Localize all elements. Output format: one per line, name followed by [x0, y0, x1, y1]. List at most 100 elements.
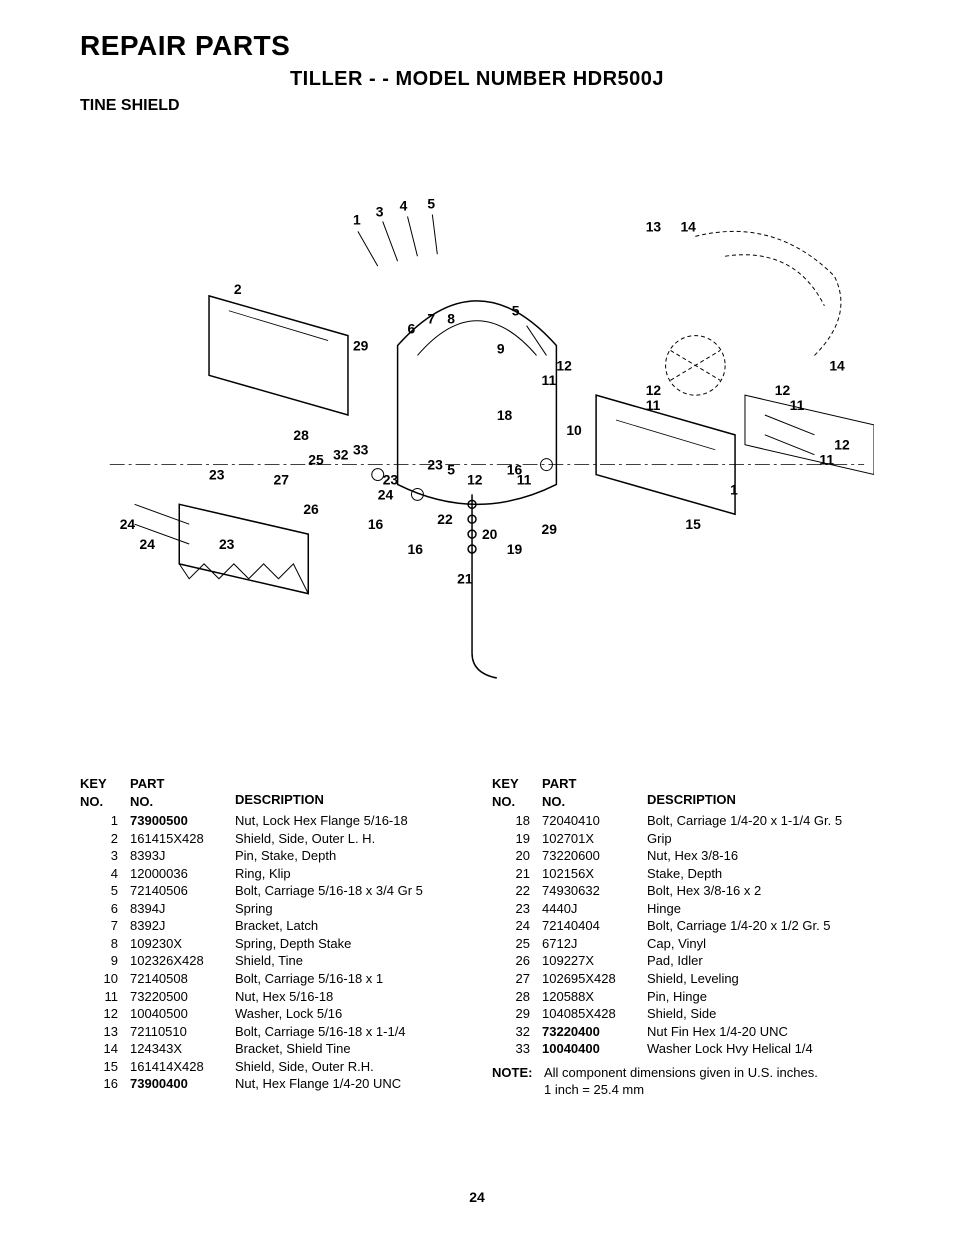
cell-part: 12000036: [130, 865, 235, 883]
table-row: 1673900400Nut, Hex Flange 1/4-20 UNC: [80, 1075, 462, 1093]
svg-text:11: 11: [646, 397, 661, 413]
svg-text:3: 3: [376, 204, 384, 220]
table-row: 1210040500Washer, Lock 5/16: [80, 1005, 462, 1023]
cell-desc: Nut, Hex Flange 1/4-20 UNC: [235, 1075, 462, 1093]
header-no: NO.: [80, 794, 103, 809]
cell-desc: Cap, Vinyl: [647, 935, 874, 953]
svg-text:5: 5: [512, 303, 520, 319]
table-row: 26109227XPad, Idler: [492, 952, 874, 970]
table-row: 1372110510Bolt, Carriage 5/16-18 x 1-1/4: [80, 1023, 462, 1041]
cell-key: 25: [492, 935, 542, 953]
svg-text:14: 14: [829, 357, 845, 373]
svg-text:24: 24: [120, 516, 136, 532]
svg-text:10: 10: [566, 422, 582, 438]
cell-key: 15: [80, 1058, 130, 1076]
cell-desc: Bracket, Shield Tine: [235, 1040, 462, 1058]
table-row: 2274930632Bolt, Hex 3/8-16 x 2: [492, 882, 874, 900]
cell-desc: Shield, Side, Outer R.H.: [235, 1058, 462, 1076]
parts-diagram-svg: 1 2 3 4 5 6 7 8 9 10 11 12 13 14 15 16 1…: [80, 135, 874, 695]
cell-part: 72140508: [130, 970, 235, 988]
cell-part: 161414X428: [130, 1058, 235, 1076]
header-no2: NO.: [130, 794, 153, 809]
table-row: 27102695X428Shield, Leveling: [492, 970, 874, 988]
cell-key: 13: [80, 1023, 130, 1041]
cell-key: 18: [492, 812, 542, 830]
cell-part: 10040500: [130, 1005, 235, 1023]
svg-text:27: 27: [274, 471, 290, 487]
cell-part: 10040400: [542, 1040, 647, 1058]
svg-text:12: 12: [467, 471, 483, 487]
table-row: 38393JPin, Stake, Depth: [80, 847, 462, 865]
cell-desc: Stake, Depth: [647, 865, 874, 883]
cell-key: 22: [492, 882, 542, 900]
svg-text:7: 7: [427, 311, 435, 327]
svg-text:1: 1: [730, 481, 738, 497]
svg-text:23: 23: [209, 467, 225, 483]
cell-key: 8: [80, 935, 130, 953]
cell-part: 161415X428: [130, 830, 235, 848]
cell-part: 74930632: [542, 882, 647, 900]
cell-key: 2: [80, 830, 130, 848]
cell-part: 109230X: [130, 935, 235, 953]
cell-desc: Pin, Hinge: [647, 988, 874, 1006]
table-row: 3310040400Washer Lock Hvy Helical 1/4: [492, 1040, 874, 1058]
cell-key: 4: [80, 865, 130, 883]
cell-desc: Nut, Hex 3/8-16: [647, 847, 874, 865]
page-number: 24: [0, 1189, 954, 1205]
cell-key: 33: [492, 1040, 542, 1058]
svg-text:2: 2: [234, 281, 242, 297]
svg-text:21: 21: [457, 571, 473, 587]
table-row: 1173220500Nut, Hex 5/16-18: [80, 988, 462, 1006]
cell-part: 104085X428: [542, 1005, 647, 1023]
cell-part: 73900500: [130, 812, 235, 830]
cell-part: 109227X: [542, 952, 647, 970]
header-part: PART: [130, 776, 164, 791]
table-header: KEY NO. PART NO. DESCRIPTION: [80, 775, 462, 810]
svg-text:23: 23: [427, 457, 443, 473]
table-row: 28120588XPin, Hinge: [492, 988, 874, 1006]
cell-key: 6: [80, 900, 130, 918]
cell-key: 10: [80, 970, 130, 988]
table-row: 14124343XBracket, Shield Tine: [80, 1040, 462, 1058]
cell-part: 72140506: [130, 882, 235, 900]
cell-desc: Washer, Lock 5/16: [235, 1005, 462, 1023]
svg-text:12: 12: [775, 382, 791, 398]
header-key: KEY: [492, 776, 519, 791]
table-row: 29104085X428Shield, Side: [492, 1005, 874, 1023]
svg-text:16: 16: [408, 541, 424, 557]
svg-text:23: 23: [383, 471, 399, 487]
cell-desc: Nut, Lock Hex Flange 5/16-18: [235, 812, 462, 830]
table-row: 572140506Bolt, Carriage 5/16-18 x 3/4 Gr…: [80, 882, 462, 900]
svg-text:32: 32: [333, 447, 349, 463]
cell-desc: Spring: [235, 900, 462, 918]
cell-key: 14: [80, 1040, 130, 1058]
parts-table-left: KEY NO. PART NO. DESCRIPTION 173900500Nu…: [80, 775, 462, 1099]
table-row: 2161415X428Shield, Side, Outer L. H.: [80, 830, 462, 848]
cell-part: 73220400: [542, 1023, 647, 1041]
cell-desc: Shield, Side: [647, 1005, 874, 1023]
cell-key: 12: [80, 1005, 130, 1023]
cell-desc: Nut, Hex 5/16-18: [235, 988, 462, 1006]
svg-text:33: 33: [353, 442, 369, 458]
cell-part: 124343X: [130, 1040, 235, 1058]
svg-text:20: 20: [482, 526, 498, 542]
table-header: KEY NO. PART NO. DESCRIPTION: [492, 775, 874, 810]
svg-text:11: 11: [819, 452, 834, 468]
cell-desc: Bolt, Carriage 5/16-18 x 1: [235, 970, 462, 988]
cell-part: 72040410: [542, 812, 647, 830]
svg-text:11: 11: [542, 372, 557, 388]
svg-text:29: 29: [542, 521, 558, 537]
svg-text:29: 29: [353, 337, 369, 353]
cell-part: 120588X: [542, 988, 647, 1006]
table-row: 412000036Ring, Klip: [80, 865, 462, 883]
section-title: TINE SHIELD: [80, 97, 874, 115]
cell-part: 8392J: [130, 917, 235, 935]
cell-key: 5: [80, 882, 130, 900]
cell-key: 7: [80, 917, 130, 935]
svg-text:12: 12: [556, 357, 572, 373]
cell-key: 23: [492, 900, 542, 918]
svg-text:13: 13: [646, 218, 662, 234]
table-row: 2073220600Nut, Hex 3/8-16: [492, 847, 874, 865]
cell-desc: Bolt, Carriage 5/16-18 x 3/4 Gr 5: [235, 882, 462, 900]
cell-key: 1: [80, 812, 130, 830]
